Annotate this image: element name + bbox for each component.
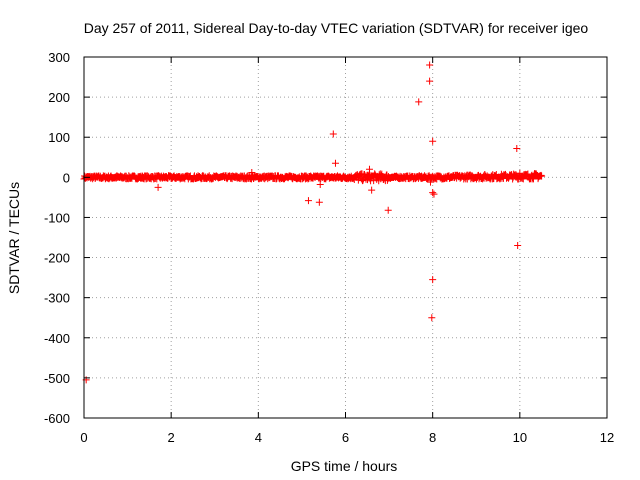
data-points bbox=[80, 61, 546, 384]
x-tick-label: 12 bbox=[600, 430, 614, 445]
x-tick-labels: 0 2 4 6 8 10 12 bbox=[80, 430, 614, 445]
data-point bbox=[537, 171, 545, 179]
data-point bbox=[331, 159, 339, 167]
data-point bbox=[316, 181, 324, 189]
y-axis-label: SDTVAR / TECUs bbox=[6, 182, 22, 294]
data-point bbox=[429, 189, 437, 197]
data-point bbox=[426, 61, 434, 69]
y-tick-label: 300 bbox=[48, 50, 70, 65]
data-point bbox=[364, 171, 372, 179]
data-point bbox=[519, 175, 527, 183]
data-point bbox=[513, 144, 521, 152]
y-tick-label: 0 bbox=[63, 170, 70, 185]
data-point bbox=[426, 178, 434, 186]
data-point bbox=[365, 165, 373, 173]
data-point bbox=[426, 77, 434, 85]
data-point bbox=[429, 137, 437, 145]
y-tick-labels: -600 -500 -400 -300 -200 -100 0 100 200 300 bbox=[44, 50, 70, 426]
data-point bbox=[154, 183, 162, 191]
data-point bbox=[538, 172, 546, 180]
y-tick-label: -500 bbox=[44, 371, 70, 386]
tick-marks bbox=[83, 56, 608, 419]
x-tick-label: 4 bbox=[255, 430, 262, 445]
data-point bbox=[248, 169, 256, 177]
data-point bbox=[514, 242, 522, 250]
x-tick-label: 8 bbox=[429, 430, 436, 445]
y-tick-label: -400 bbox=[44, 331, 70, 346]
x-tick-label: 2 bbox=[168, 430, 175, 445]
x-tick-label: 0 bbox=[80, 430, 87, 445]
data-point bbox=[429, 276, 437, 284]
x-axis-label: GPS time / hours bbox=[291, 458, 398, 474]
data-point bbox=[516, 169, 524, 177]
data-point bbox=[315, 198, 323, 206]
y-tick-label: 200 bbox=[48, 90, 70, 105]
data-point bbox=[524, 170, 532, 178]
data-point bbox=[428, 314, 436, 322]
data-point bbox=[329, 130, 337, 138]
y-tick-label: -300 bbox=[44, 291, 70, 306]
grid-lines bbox=[84, 57, 607, 418]
data-point bbox=[368, 186, 376, 194]
chart-title: Day 257 of 2011, Sidereal Day-to-day VTE… bbox=[84, 20, 589, 36]
y-tick-label: -200 bbox=[44, 251, 70, 266]
data-point bbox=[304, 197, 312, 205]
y-tick-label: 100 bbox=[48, 130, 70, 145]
data-point bbox=[430, 190, 438, 198]
data-point bbox=[415, 98, 423, 106]
y-tick-label: -100 bbox=[44, 210, 70, 225]
y-tick-label: -600 bbox=[44, 411, 70, 426]
x-tick-label: 6 bbox=[342, 430, 349, 445]
data-point bbox=[384, 206, 392, 214]
x-tick-label: 10 bbox=[513, 430, 527, 445]
